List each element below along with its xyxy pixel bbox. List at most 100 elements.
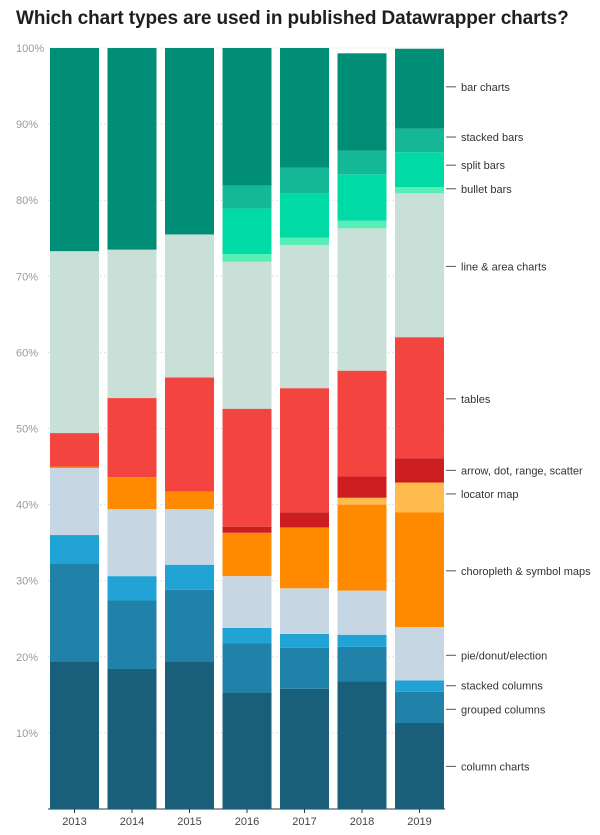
bar-segment: [280, 388, 329, 513]
series-label: bar charts: [461, 82, 510, 94]
bar-segment: [337, 476, 387, 498]
bar-segment: [280, 193, 329, 238]
bar-segment: [50, 468, 99, 536]
bar-segment: [50, 433, 99, 467]
x-tick-label: 2017: [292, 816, 316, 828]
bar-segment: [395, 680, 444, 692]
bar-segment: [165, 377, 214, 492]
bar-segment: [107, 477, 157, 510]
bar-segment: [165, 661, 214, 809]
y-tick-label: 70%: [16, 271, 38, 283]
bar-segment: [395, 512, 444, 628]
bar-segment: [222, 532, 272, 577]
y-tick-label: 10%: [16, 728, 38, 740]
bar-segment: [395, 458, 444, 483]
bars: [50, 48, 444, 809]
bar-segment: [395, 128, 444, 153]
x-tick-label: 2019: [407, 816, 431, 828]
bar-segment: [222, 643, 272, 693]
bar-segment: [280, 688, 329, 809]
series-label: grouped columns: [461, 704, 546, 716]
series-label: line & area charts: [461, 261, 547, 273]
y-axis-ticks: 10% 20% 30% 40% 50% 60% 70% 80% 90% 100%: [16, 43, 44, 740]
bar-segment: [50, 251, 99, 434]
bar-segment: [107, 48, 157, 250]
series-label: tables: [461, 394, 491, 406]
bar-segment: [107, 576, 157, 601]
bar-segment: [337, 370, 387, 477]
x-tick-label: 2016: [235, 816, 259, 828]
bar-segment: [337, 228, 387, 371]
series-label: arrow, dot, range, scatter: [461, 465, 583, 477]
bar-segment: [395, 723, 444, 809]
bar-segment: [222, 261, 272, 409]
y-tick-label: 90%: [16, 119, 38, 131]
series-label: choropleth & symbol maps: [461, 566, 591, 578]
bar-segment: [50, 661, 99, 809]
bar-segment: [50, 535, 99, 564]
bar-segment: [395, 152, 444, 188]
bar-segment: [165, 48, 214, 235]
x-tick-label: 2013: [62, 816, 86, 828]
bar-segment: [222, 576, 272, 628]
bar-segment: [50, 466, 99, 469]
bar-segment: [395, 691, 444, 724]
bar-segment: [50, 563, 99, 662]
series-label: split bars: [461, 160, 506, 172]
bar-segment: [280, 48, 329, 168]
bar-segment: [280, 633, 329, 648]
bar-segment: [337, 681, 387, 809]
bar-segment: [222, 526, 272, 533]
bar-segment: [107, 398, 157, 478]
bar-segment: [280, 237, 329, 246]
bar-segment: [50, 48, 99, 252]
bar-segment: [395, 193, 444, 338]
bar-segment: [280, 588, 329, 634]
bar-segment: [337, 174, 387, 221]
series-label: bullet bars: [461, 184, 512, 196]
bar-segment: [337, 646, 387, 682]
series-label: pie/donut/election: [461, 650, 547, 662]
series-label: stacked columns: [461, 681, 543, 693]
y-tick-label: 60%: [16, 347, 38, 359]
bar-segment: [165, 509, 214, 565]
series-label: stacked bars: [461, 132, 524, 144]
bar-segment: [337, 53, 387, 151]
bar-segment: [395, 482, 444, 513]
bar-segment: [107, 600, 157, 669]
bar-segment: [165, 234, 214, 378]
bar-segment: [222, 254, 272, 262]
bar-segment: [107, 249, 157, 399]
bar-segment: [107, 509, 157, 577]
bar-segment: [280, 167, 329, 194]
bar-segment: [337, 497, 387, 505]
bar-segment: [395, 187, 444, 194]
bar-segment: [280, 527, 329, 589]
bar-segment: [337, 150, 387, 175]
bar-segment: [280, 245, 329, 389]
bar-segment: [222, 48, 272, 186]
bar-segment: [280, 647, 329, 689]
x-tick-label: 2015: [177, 816, 201, 828]
bar-segment: [337, 634, 387, 647]
bar-segment: [222, 408, 272, 527]
bar-segment: [222, 692, 272, 809]
bar-segment: [107, 668, 157, 809]
y-tick-label: 80%: [16, 195, 38, 207]
bar-segment: [165, 589, 214, 662]
x-tick-label: 2014: [120, 816, 144, 828]
y-tick-label: 30%: [16, 576, 38, 588]
bar-segment: [337, 504, 387, 591]
x-axis-ticks: 2013 2014 2015 2016 2017 2018 2019: [62, 809, 432, 828]
y-tick-label: 40%: [16, 500, 38, 512]
bar-segment: [280, 512, 329, 528]
bar-segment: [165, 491, 214, 510]
x-tick-label: 2018: [350, 816, 374, 828]
series-label: locator map: [461, 489, 518, 501]
y-tick-label: 50%: [16, 424, 38, 436]
y-tick-label: 100%: [16, 43, 44, 55]
bar-segment: [337, 590, 387, 635]
series-labels: column charts grouped columns stacked colu…: [446, 82, 591, 773]
bar-segment: [222, 627, 272, 644]
